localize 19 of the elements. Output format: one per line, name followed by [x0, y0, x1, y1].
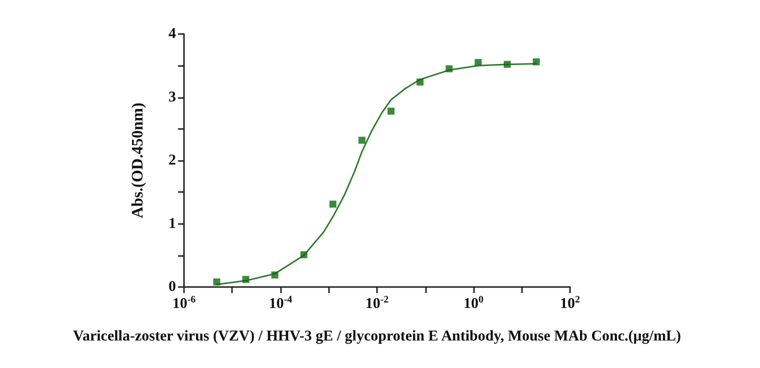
point	[416, 78, 424, 86]
point	[300, 251, 308, 258]
point	[474, 58, 482, 66]
y-tick-label: 2	[168, 152, 176, 168]
point	[242, 276, 250, 283]
x-axis-title: Varicella-zoster virus (VZV) / HHV-3 gE / glycoprotein E Antibody, Mouse MAb Conc.(μg/mL)	[73, 328, 681, 344]
point	[358, 136, 366, 144]
point	[213, 278, 220, 286]
point	[532, 58, 540, 66]
point	[387, 108, 394, 115]
y-tick-label: 0	[168, 279, 176, 295]
point	[329, 200, 336, 208]
y-tick-label: 4	[168, 26, 176, 42]
point	[446, 65, 453, 72]
y-tick-label: 1	[168, 216, 176, 232]
y-tick-label: 3	[168, 89, 176, 106]
point	[504, 60, 511, 68]
point	[271, 271, 278, 278]
y-axis-title: Abs.(OD.450nm)	[130, 102, 146, 218]
